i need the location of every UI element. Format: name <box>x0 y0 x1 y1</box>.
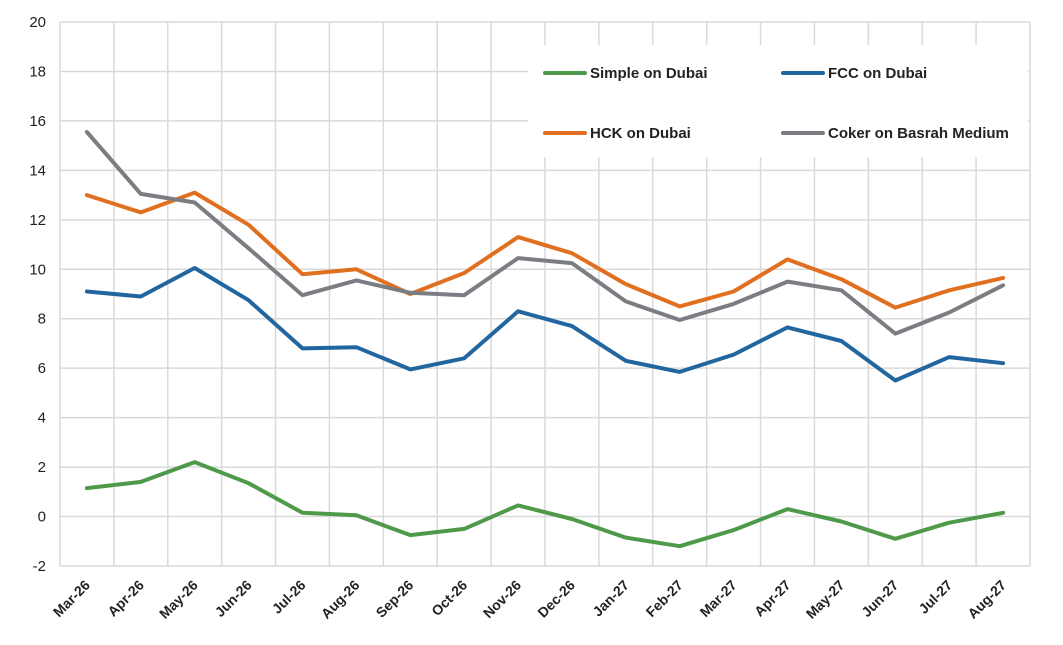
y-tick-label: 14 <box>29 162 46 179</box>
y-tick-label: 0 <box>38 509 46 526</box>
y-tick-label: 16 <box>29 113 46 130</box>
y-tick-label: 12 <box>29 212 46 229</box>
x-tick-label: Jul-27 <box>915 577 955 617</box>
y-tick-label: 18 <box>29 63 46 80</box>
y-tick-label: 8 <box>38 311 46 328</box>
series-line-0 <box>84 460 1006 549</box>
x-tick-label: Jul-26 <box>269 577 309 617</box>
legend-background <box>528 45 1028 157</box>
x-tick-label: Sep-26 <box>373 577 417 621</box>
x-tick-label: Apr-26 <box>104 577 147 620</box>
x-tick-label: Aug-27 <box>964 577 1009 622</box>
y-tick-label: 6 <box>38 360 46 377</box>
x-tick-label: May-26 <box>156 577 201 622</box>
y-tick-label: -2 <box>33 558 46 575</box>
legend: Simple on Dubai FCC on Dubai HCK on Dubai C… <box>528 45 1028 157</box>
series-line-1 <box>84 266 1006 383</box>
legend-label: Coker on Basrah Medium <box>828 125 1009 142</box>
legend-label: Simple on Dubai <box>590 65 708 82</box>
x-tick-label: Dec-26 <box>534 577 578 621</box>
y-tick-label: 10 <box>29 261 46 278</box>
x-tick-label: Jan-27 <box>589 577 632 620</box>
y-tick-label: 2 <box>38 459 46 476</box>
x-tick-label: Aug-26 <box>318 577 363 622</box>
x-axis-ticks: Mar-26 Apr-26 May-26 Jun-26 Jul-26 Aug-26 Sep-… <box>50 577 1009 622</box>
legend-label: FCC on Dubai <box>828 65 927 82</box>
x-tick-label: May-27 <box>803 577 848 622</box>
x-tick-label: Apr-27 <box>751 577 794 620</box>
series-line-2 <box>84 190 1006 310</box>
x-tick-label: Oct-26 <box>428 577 470 619</box>
x-tick-label: Feb-27 <box>643 577 686 620</box>
y-tick-label: 20 <box>29 14 46 31</box>
series-line-3 <box>84 130 1006 336</box>
x-tick-label: Mar-26 <box>50 577 93 620</box>
series-lines <box>84 130 1006 549</box>
legend-label: HCK on Dubai <box>590 125 691 142</box>
y-tick-label: 4 <box>38 410 46 427</box>
x-tick-label: Mar-27 <box>696 577 739 620</box>
x-tick-label: Nov-26 <box>480 577 524 621</box>
x-tick-label: Jun-27 <box>858 577 901 620</box>
x-tick-label: Jun-26 <box>212 577 255 620</box>
